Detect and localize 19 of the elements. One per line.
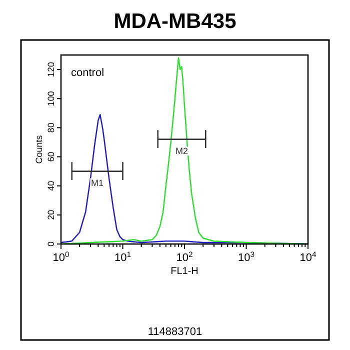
y-tick-label: 80 [46, 122, 56, 133]
y-axis-title: Counts [34, 134, 44, 164]
y-tick-label: 20 [46, 210, 56, 220]
chart-title: MDA-MB435 [114, 10, 237, 33]
annotation: control [71, 67, 104, 79]
series-label: M1 [91, 178, 104, 188]
text: 114883701 [148, 326, 202, 338]
y-tick-label: 0 [46, 241, 56, 247]
x-tick-label: 10$^{2}$ [176, 250, 193, 264]
y-tick-label: 100 [46, 91, 56, 106]
x-tick-label: 10$^{3}$ [238, 250, 255, 264]
y-tick-label: 60 [46, 152, 56, 162]
y-tick-label: 120 [46, 62, 56, 78]
x-axis-title: FL1-H [170, 266, 198, 277]
x-tick-label: 10$^{4}$ [300, 250, 317, 264]
y-tick-label: 40 [46, 180, 56, 191]
x-tick-label: 10$^{0}$ [52, 250, 70, 264]
x-tick-label: 10$^{1}$ [114, 250, 132, 264]
series-label: M2 [175, 146, 188, 156]
